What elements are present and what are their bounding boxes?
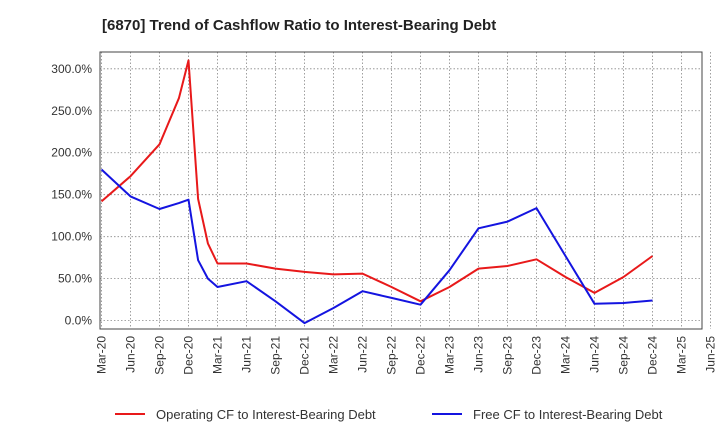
x-tick-label: Mar-22 [327, 336, 341, 374]
series-layer [100, 59, 654, 325]
y-axis: 0.0% 50.0% 100.0% 150.0% 200.0% 250.0% 300.0% [51, 62, 92, 328]
x-tick-label: Jun-24 [588, 336, 602, 373]
y-tick-label: 200.0% [51, 146, 92, 160]
y-tick-label: 0.0% [65, 314, 93, 328]
x-tick-label: Sep-24 [617, 336, 631, 375]
x-tick-label: Sep-23 [501, 336, 515, 375]
legend-label-2: Free CF to Interest-Bearing Debt [473, 407, 663, 422]
x-tick-label: Sep-22 [385, 336, 399, 375]
x-axis: Mar-20 Jun-20 Sep-20 Dec-20 Mar-21 Jun-21 Sep-… [95, 336, 718, 375]
x-tick-label: Dec-21 [298, 336, 312, 375]
x-tick-label: Dec-20 [182, 336, 196, 375]
grid [100, 52, 711, 329]
x-tick-label: Dec-24 [646, 336, 660, 375]
x-tick-label: Sep-20 [153, 336, 167, 375]
x-tick-label: Mar-21 [211, 336, 225, 374]
y-tick-label: 250.0% [51, 104, 92, 118]
x-tick-label: Mar-23 [443, 336, 457, 374]
x-tick-label: Dec-22 [414, 336, 428, 375]
plot-area-border [99, 51, 703, 330]
y-tick-label: 50.0% [58, 272, 92, 286]
legend-label-1: Operating CF to Interest-Bearing Debt [156, 407, 376, 422]
x-tick-label: Jun-22 [356, 336, 370, 373]
y-tick-label: 300.0% [51, 62, 92, 76]
y-tick-label: 150.0% [51, 188, 92, 202]
x-tick-label: Jun-25 [704, 336, 718, 373]
x-tick-label: Sep-21 [269, 336, 283, 375]
x-tick-label: Jun-23 [472, 336, 486, 373]
y-tick-label: 100.0% [51, 230, 92, 244]
x-tick-label: Mar-25 [675, 336, 689, 374]
series-line-2 [100, 168, 653, 325]
legend: Operating CF to Interest-Bearing Debt Fre… [115, 407, 663, 422]
x-tick-label: Jun-21 [240, 336, 254, 373]
chart-title: [6870] Trend of Cashflow Ratio to Intere… [102, 17, 496, 34]
x-tick-label: Dec-23 [530, 336, 544, 375]
series-line-1 [100, 59, 654, 303]
x-tick-label: Mar-20 [95, 336, 109, 374]
x-tick-label: Mar-24 [559, 336, 573, 374]
x-tick-label: Jun-20 [124, 336, 138, 373]
